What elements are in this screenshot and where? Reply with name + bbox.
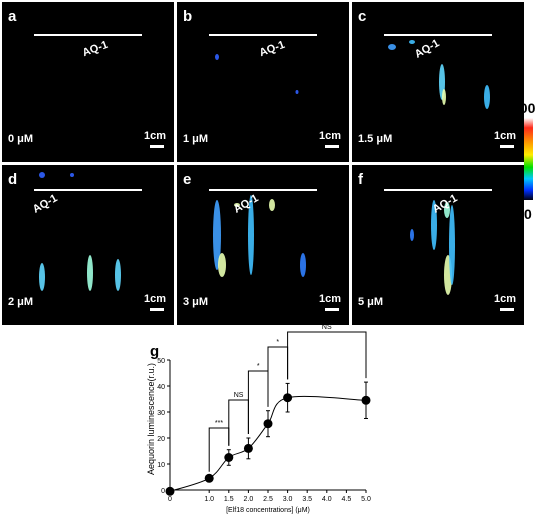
- scale-bar: [325, 308, 339, 311]
- dose-response-chart: 0 10 20 30 40 50 0 1.0 1.5 2.0 2.5 3.0 3.5 4.0 4.5 5.0 […: [146, 324, 371, 514]
- panel-letter: b: [183, 8, 193, 25]
- y-axis-label: Aequorin luminescence(r.u.): [146, 363, 156, 475]
- signal-spot: [218, 253, 226, 277]
- significance-label: NS: [234, 392, 244, 399]
- image-panel-f: f AQ-1 5 μM 1cm: [352, 165, 524, 325]
- scale-bar: [325, 145, 339, 148]
- x-tick-label: 3.5: [302, 496, 312, 503]
- significance-label: ***: [215, 420, 223, 427]
- image-panel-b: b AQ-1 1 μM 1cm: [177, 2, 349, 162]
- signal-spot: [70, 173, 74, 177]
- image-panel-d: d AQ-1 2 μM 1cm: [2, 165, 174, 325]
- signal-spot: [444, 202, 450, 218]
- image-panel-a: a AQ-1 0 μM 1cm: [2, 2, 174, 162]
- luminescence-image: [384, 34, 492, 109]
- data-point: [263, 419, 273, 429]
- significance-label: *: [257, 363, 260, 370]
- luminescence-image: [209, 34, 317, 94]
- y-tick-label: 40: [157, 384, 165, 391]
- panel-letter: e: [183, 171, 192, 188]
- signal-spot: [39, 263, 45, 291]
- signal-spot: [248, 195, 254, 275]
- significance-label: *: [276, 339, 279, 346]
- signal-spot: [213, 200, 221, 270]
- y-tick-label: 30: [157, 410, 165, 417]
- x-tick-label: 1.0: [204, 496, 214, 503]
- luminescence-image: [34, 172, 142, 291]
- signal-spot: [87, 255, 93, 291]
- data-point: [204, 473, 214, 483]
- scale-bar-label: 1cm: [143, 293, 166, 305]
- x-tick-label: 2.0: [244, 496, 254, 503]
- scale-bar-label: 1cm: [493, 293, 516, 305]
- panel-letter: a: [8, 8, 17, 25]
- signal-spot: [39, 172, 45, 178]
- significance-label: NS: [322, 324, 332, 331]
- scale-bar-label: 1cm: [318, 130, 341, 142]
- scale-bar-label: 1cm: [143, 130, 166, 142]
- signal-spot: [484, 85, 490, 109]
- concentration-label: 0 μM: [8, 133, 34, 145]
- x-tick-label: 2.5: [263, 496, 273, 503]
- x-tick-label: 5.0: [361, 496, 371, 503]
- colorbar-min-label: 0: [524, 206, 532, 222]
- panel-letter: d: [8, 171, 18, 188]
- scale-bar-label: 1cm: [318, 293, 341, 305]
- x-tick-label: 0: [168, 496, 172, 503]
- data-point: [165, 486, 175, 496]
- luminescence-image: [34, 34, 142, 36]
- signal-spot: [442, 89, 446, 105]
- concentration-label: 2 μM: [8, 296, 34, 308]
- scale-bar: [150, 308, 164, 311]
- data-point: [361, 395, 371, 405]
- concentration-label: 5 μM: [358, 296, 384, 308]
- signal-spot: [388, 44, 396, 50]
- signal-spot: [300, 253, 306, 277]
- significance-bracket: [228, 399, 249, 446]
- scale-bar: [500, 308, 514, 311]
- panel-letter: f: [358, 171, 363, 188]
- y-tick-label: 20: [157, 436, 165, 443]
- panel-g-label: g: [150, 343, 160, 360]
- signal-spot: [295, 90, 299, 94]
- luminescence-image: [209, 189, 317, 277]
- y-tick-label: 0: [161, 488, 165, 495]
- scale-bar: [500, 145, 514, 148]
- luminescence-colorbar: [524, 118, 533, 200]
- data-point: [243, 443, 253, 453]
- x-tick-label: 4.0: [322, 496, 332, 503]
- image-panel-c: c AQ-1 1.5 μM 1cm: [352, 2, 524, 162]
- luminescence-image: [384, 189, 492, 295]
- signal-spot: [410, 229, 414, 241]
- x-tick-label: 1.5: [224, 496, 234, 503]
- y-tick-label: 10: [157, 462, 165, 469]
- data-point: [283, 393, 293, 403]
- concentration-label: 1 μM: [183, 133, 209, 145]
- signal-spot: [234, 203, 240, 207]
- significance-bracket: [208, 427, 230, 472]
- scale-bar-label: 1cm: [493, 130, 516, 142]
- scale-bar: [150, 145, 164, 148]
- concentration-label: 1.5 μM: [358, 133, 393, 145]
- significance-bracket: [287, 331, 367, 380]
- x-tick-label: 4.5: [342, 496, 352, 503]
- y-tick-label: 50: [157, 358, 165, 365]
- data-point: [224, 453, 234, 462]
- x-tick-label: 3.0: [283, 496, 293, 503]
- signal-spot: [269, 199, 275, 211]
- x-axis-label: [Elf18 concentrations] (μM): [226, 507, 310, 514]
- signal-spot: [449, 205, 455, 285]
- concentration-label: 3 μM: [183, 296, 209, 308]
- panel-letter: c: [358, 8, 367, 25]
- colorbar-max-label: 200: [512, 100, 536, 116]
- signal-spot: [431, 200, 437, 250]
- signal-spot: [115, 259, 121, 291]
- signal-spot: [215, 54, 219, 60]
- signal-spot: [409, 40, 415, 44]
- image-panel-e: e AQ-1 3 μM 1cm: [177, 165, 349, 325]
